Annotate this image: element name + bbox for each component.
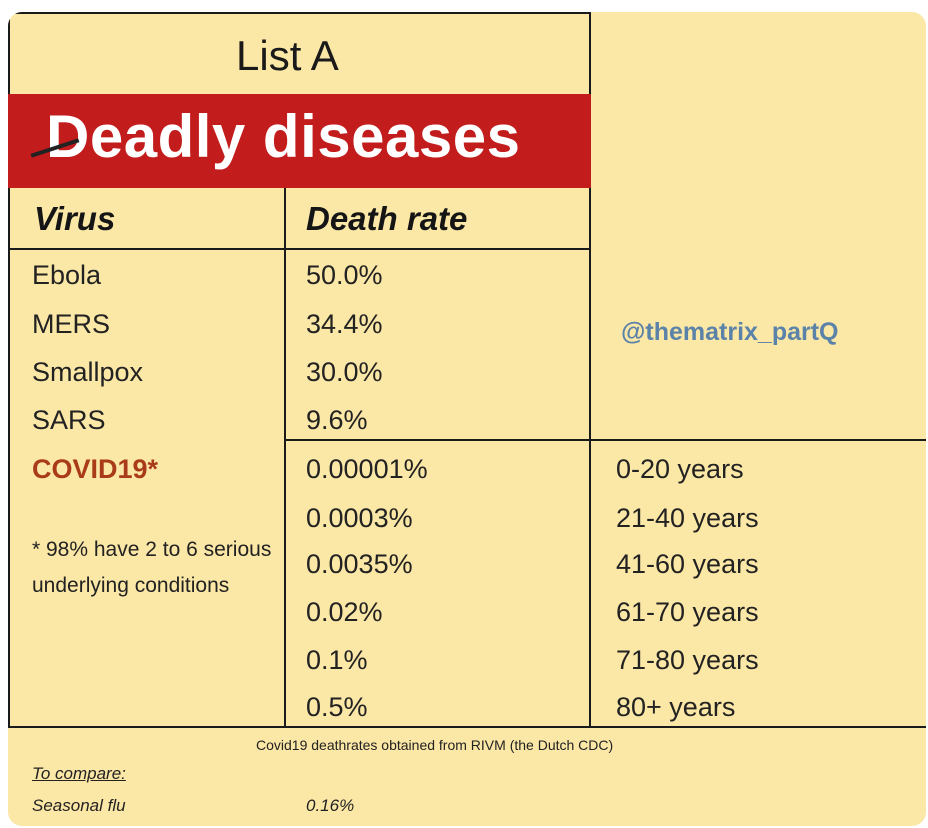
covid-footnote: * 98% have 2 to 6 serious underlying con… [32, 538, 272, 597]
disease-rate: 50.0% [306, 260, 383, 290]
covid-age-rate: 0.00001% [306, 454, 428, 484]
covid-age-range: 61-70 years [616, 597, 759, 627]
covid-age-rate: 0.1% [306, 645, 368, 675]
covid-age-range: 71-80 years [616, 645, 759, 675]
outer-border-top [8, 12, 591, 14]
banner-title: Deadly diseases [46, 103, 521, 170]
disease-rate: 30.0% [306, 357, 383, 387]
disease-rate: 9.6% [306, 405, 368, 435]
covid-age-range: 0-20 years [616, 454, 744, 484]
disease-table-card: List A Deadly diseases Virus Death rate … [8, 12, 926, 826]
compare-item: Seasonal flu [32, 796, 126, 815]
disease-name: Ebola [32, 260, 102, 290]
divider-header-bottom [8, 248, 591, 250]
source-note: Covid19 deathrates obtained from RIVM (t… [256, 737, 614, 753]
disease-name: Smallpox [32, 357, 144, 387]
divider-covid-top [284, 439, 926, 441]
social-handle: @thematrix_partQ [621, 318, 839, 346]
covid-age-rate: 0.0003% [306, 503, 413, 533]
virus-column-header: Virus [34, 200, 116, 237]
outer-border-left [8, 12, 10, 728]
table-bottom-border [8, 726, 926, 728]
disease-name: MERS [32, 309, 111, 339]
divider-main-vertical [589, 12, 591, 728]
compare-label: To compare: [32, 764, 126, 783]
covid-age-rate: 0.02% [306, 597, 383, 627]
covid-label: COVID19* [32, 454, 159, 484]
death-rate-column-header: Death rate [306, 200, 468, 237]
covid-age-range: 80+ years [616, 692, 736, 722]
covid-age-range: 21-40 years [616, 503, 759, 533]
divider-column-vertical [284, 188, 286, 728]
disease-rate: 34.4% [306, 309, 383, 339]
disease-name: SARS [32, 405, 106, 435]
page-title: List A [236, 32, 339, 79]
covid-age-rate: 0.5% [306, 692, 368, 722]
covid-age-rate: 0.0035% [306, 549, 413, 579]
compare-value: 0.16% [306, 796, 355, 815]
covid-age-range: 41-60 years [616, 549, 759, 579]
title-banner: Deadly diseases [8, 94, 591, 188]
